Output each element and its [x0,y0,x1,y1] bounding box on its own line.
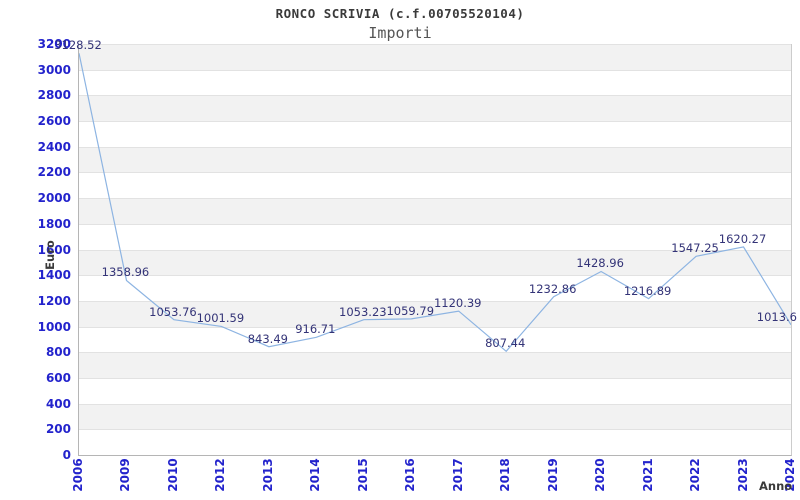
gridline [79,69,791,71]
point-label: 1053.76 [149,304,197,319]
x-tick-label: 2020 [593,458,608,492]
background-band [79,121,791,147]
point-label: 1620.27 [718,231,767,246]
y-tick-label: 1000 [37,319,71,334]
y-tick-label: 600 [45,370,71,385]
y-tick-label: 2200 [37,165,71,180]
gridline [79,44,791,45]
y-tick-label: 2800 [37,88,71,103]
point-label: 1216.89 [623,283,672,298]
gridline [79,249,791,251]
y-tick-label: 1600 [37,242,71,257]
point-label: 1120.39 [433,296,482,311]
y-tick-label: 2000 [37,191,71,206]
background-band [79,326,791,353]
x-tick-label: 2015 [355,458,370,492]
y-tick-label: 1200 [37,293,71,308]
y-tick-label: 200 [45,422,71,437]
y-tick-label: 2600 [37,114,71,129]
point-label: 3128.52 [54,38,102,53]
background-band [79,429,791,455]
gridline [79,275,791,277]
y-tick-label: 400 [45,396,71,411]
y-tick-label: 3000 [37,62,71,77]
gridline [79,223,791,225]
background-band [79,223,791,250]
x-tick-label: 2012 [213,458,228,492]
gridline [79,377,791,379]
x-tick-label: 2014 [308,458,323,492]
y-axis-title: Euro [43,240,57,270]
plot-area [78,44,792,456]
x-tick-label: 2017 [450,458,465,492]
x-tick-label: 2021 [640,458,655,492]
point-label: 843.49 [247,331,288,346]
y-tick-label: 0 [62,448,71,462]
background-band [79,44,791,70]
point-label: 1053.23 [339,304,387,319]
background-band [79,146,791,173]
x-tick-label: 2016 [403,458,418,492]
gridline [79,403,791,405]
point-label: 807.44 [485,336,526,351]
gridline [79,300,791,302]
point-label: 1059.79 [386,303,435,318]
point-label: 1013.6 [756,309,797,324]
point-label: 1428.96 [576,256,624,271]
x-axis-title: Anno [759,479,793,493]
x-tick-label: 2018 [498,458,513,492]
point-label: 1358.96 [101,265,150,280]
x-tick-label: 2019 [545,458,560,492]
chart-title: RONCO SCRIVIA (c.f.00705520104) [275,6,525,21]
gridline [79,198,791,200]
point-label: 1232.86 [528,281,577,296]
background-band [79,377,791,404]
background-band [79,300,791,327]
background-band [79,403,791,430]
x-tick-label: 2023 [735,458,750,492]
line-series [79,53,791,353]
y-tick-label: 3200 [37,37,71,51]
background-band [79,275,791,301]
background-band [79,352,791,378]
y-tick-label: 800 [45,345,71,360]
point-label: 1547.25 [671,241,719,256]
gridline [79,146,791,148]
gridline [79,95,791,97]
background-band [79,172,791,199]
gridline [79,352,791,354]
background-band [79,69,791,96]
chart-subtitle: Importi [368,24,432,42]
x-tick-label: 2013 [260,458,275,492]
point-label: 916.71 [295,322,336,337]
x-tick-label: 2022 [688,458,703,492]
background-band [79,249,791,276]
background-band [79,198,791,224]
gridline [79,172,791,174]
gridline [79,121,791,123]
background-band [79,95,791,122]
x-tick-label: 2006 [71,458,85,492]
gridline [79,326,791,328]
x-tick-label: 2009 [118,458,133,492]
x-tick-label: 2010 [165,458,180,492]
y-tick-label: 1400 [37,268,71,283]
y-tick-label: 1800 [37,216,71,231]
y-tick-label: 2400 [37,139,71,154]
series-polyline [79,53,791,353]
gridline [79,429,791,431]
point-label: 1001.59 [196,311,245,326]
